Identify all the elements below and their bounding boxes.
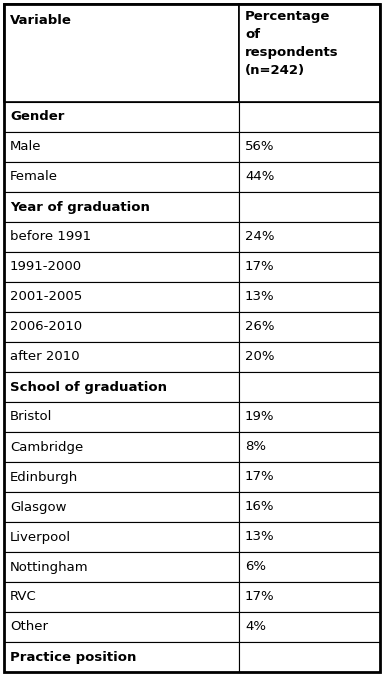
Bar [4, 462, 239, 492]
Text: 44%: 44% [245, 171, 275, 183]
Text: Liverpool: Liverpool [10, 531, 71, 543]
Bar [239, 402, 380, 432]
Text: 2006-2010: 2006-2010 [10, 321, 82, 333]
Bar [4, 312, 239, 342]
Text: Variable: Variable [10, 14, 72, 27]
Bar [4, 192, 239, 222]
Text: School of graduation: School of graduation [10, 381, 167, 393]
Bar [4, 102, 239, 132]
Text: 17%: 17% [245, 591, 275, 603]
Text: after 2010: after 2010 [10, 351, 79, 363]
Text: 17%: 17% [245, 260, 275, 274]
Text: 26%: 26% [245, 321, 275, 333]
Bar [239, 342, 380, 372]
Bar [239, 102, 380, 132]
Bar [239, 4, 380, 102]
Bar [4, 162, 239, 192]
Text: 17%: 17% [245, 470, 275, 484]
Bar [239, 642, 380, 672]
Text: Edinburgh: Edinburgh [10, 470, 78, 484]
Bar [239, 432, 380, 462]
Bar [4, 4, 239, 102]
Text: Female: Female [10, 171, 58, 183]
Text: 1991-2000: 1991-2000 [10, 260, 82, 274]
Text: Gender: Gender [10, 111, 65, 123]
Bar [4, 582, 239, 612]
Text: 13%: 13% [245, 290, 275, 304]
Bar [4, 402, 239, 432]
Bar [239, 612, 380, 642]
Bar [4, 612, 239, 642]
Text: RVC: RVC [10, 591, 37, 603]
Text: Cambridge: Cambridge [10, 440, 83, 454]
Text: 24%: 24% [245, 230, 275, 244]
Text: Year of graduation: Year of graduation [10, 200, 150, 214]
Bar [4, 222, 239, 252]
Text: before 1991: before 1991 [10, 230, 91, 244]
Text: 56%: 56% [245, 141, 275, 153]
Bar [239, 162, 380, 192]
Bar [4, 342, 239, 372]
Bar [239, 372, 380, 402]
Bar [4, 642, 239, 672]
Bar [239, 282, 380, 312]
Bar [239, 462, 380, 492]
Text: 13%: 13% [245, 531, 275, 543]
Bar [4, 432, 239, 462]
Bar [239, 252, 380, 282]
Text: Other: Other [10, 620, 48, 634]
Text: 4%: 4% [245, 620, 266, 634]
Text: 8%: 8% [245, 440, 266, 454]
Text: Male: Male [10, 141, 41, 153]
Bar [239, 492, 380, 522]
Bar [239, 132, 380, 162]
Bar [239, 192, 380, 222]
Bar [4, 252, 239, 282]
Text: Percentage
of
respondents
(n=242): Percentage of respondents (n=242) [245, 10, 339, 77]
Bar [4, 132, 239, 162]
Bar [239, 522, 380, 552]
Bar [239, 222, 380, 252]
Text: 19%: 19% [245, 410, 275, 424]
Bar [239, 552, 380, 582]
Bar [239, 582, 380, 612]
Bar [4, 492, 239, 522]
Bar [4, 372, 239, 402]
Bar [4, 522, 239, 552]
Text: 20%: 20% [245, 351, 275, 363]
Bar [239, 312, 380, 342]
Text: 16%: 16% [245, 500, 275, 514]
Text: 6%: 6% [245, 561, 266, 573]
Text: Glasgow: Glasgow [10, 500, 66, 514]
Text: Practice position: Practice position [10, 650, 136, 664]
Text: Nottingham: Nottingham [10, 561, 89, 573]
Bar [4, 282, 239, 312]
Bar [4, 552, 239, 582]
Text: 2001-2005: 2001-2005 [10, 290, 82, 304]
Text: Bristol: Bristol [10, 410, 52, 424]
